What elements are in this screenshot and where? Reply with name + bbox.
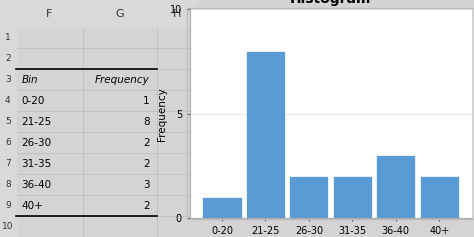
Text: 9: 9 bbox=[5, 201, 11, 210]
Text: G: G bbox=[116, 9, 124, 19]
Text: 5: 5 bbox=[5, 117, 11, 126]
Bar bbox=[246, 51, 285, 218]
Text: 21-25: 21-25 bbox=[22, 117, 52, 127]
Text: 2: 2 bbox=[5, 54, 11, 63]
Text: 8: 8 bbox=[5, 180, 11, 189]
Text: F: F bbox=[46, 9, 52, 19]
Text: Bin: Bin bbox=[22, 75, 38, 85]
Text: 3: 3 bbox=[143, 180, 149, 190]
Text: 31-35: 31-35 bbox=[22, 159, 52, 169]
Text: 26-30: 26-30 bbox=[22, 138, 52, 148]
Y-axis label: Frequency: Frequency bbox=[157, 87, 167, 141]
Text: Frequency: Frequency bbox=[95, 75, 149, 85]
Text: 1: 1 bbox=[143, 96, 149, 106]
Text: 40+: 40+ bbox=[22, 201, 44, 210]
Text: 7: 7 bbox=[5, 159, 11, 168]
Bar bbox=[289, 176, 328, 218]
Text: 10: 10 bbox=[2, 222, 14, 231]
Text: 3: 3 bbox=[5, 75, 11, 84]
Text: H: H bbox=[173, 9, 181, 19]
Bar bbox=[376, 155, 415, 218]
Text: 0-20: 0-20 bbox=[22, 96, 45, 106]
Text: 6: 6 bbox=[5, 138, 11, 147]
Bar bbox=[333, 176, 372, 218]
Bar bbox=[0, 0, 197, 27]
Text: 8: 8 bbox=[143, 117, 149, 127]
Text: 4: 4 bbox=[5, 96, 11, 105]
Title: Histogram: Histogram bbox=[290, 0, 371, 5]
Text: 2: 2 bbox=[143, 201, 149, 210]
Text: 1: 1 bbox=[5, 33, 11, 42]
Text: 2: 2 bbox=[143, 159, 149, 169]
Text: 2: 2 bbox=[143, 138, 149, 148]
Bar bbox=[419, 176, 459, 218]
Bar bbox=[0, 0, 16, 237]
Text: 36-40: 36-40 bbox=[22, 180, 52, 190]
Bar bbox=[202, 197, 242, 218]
